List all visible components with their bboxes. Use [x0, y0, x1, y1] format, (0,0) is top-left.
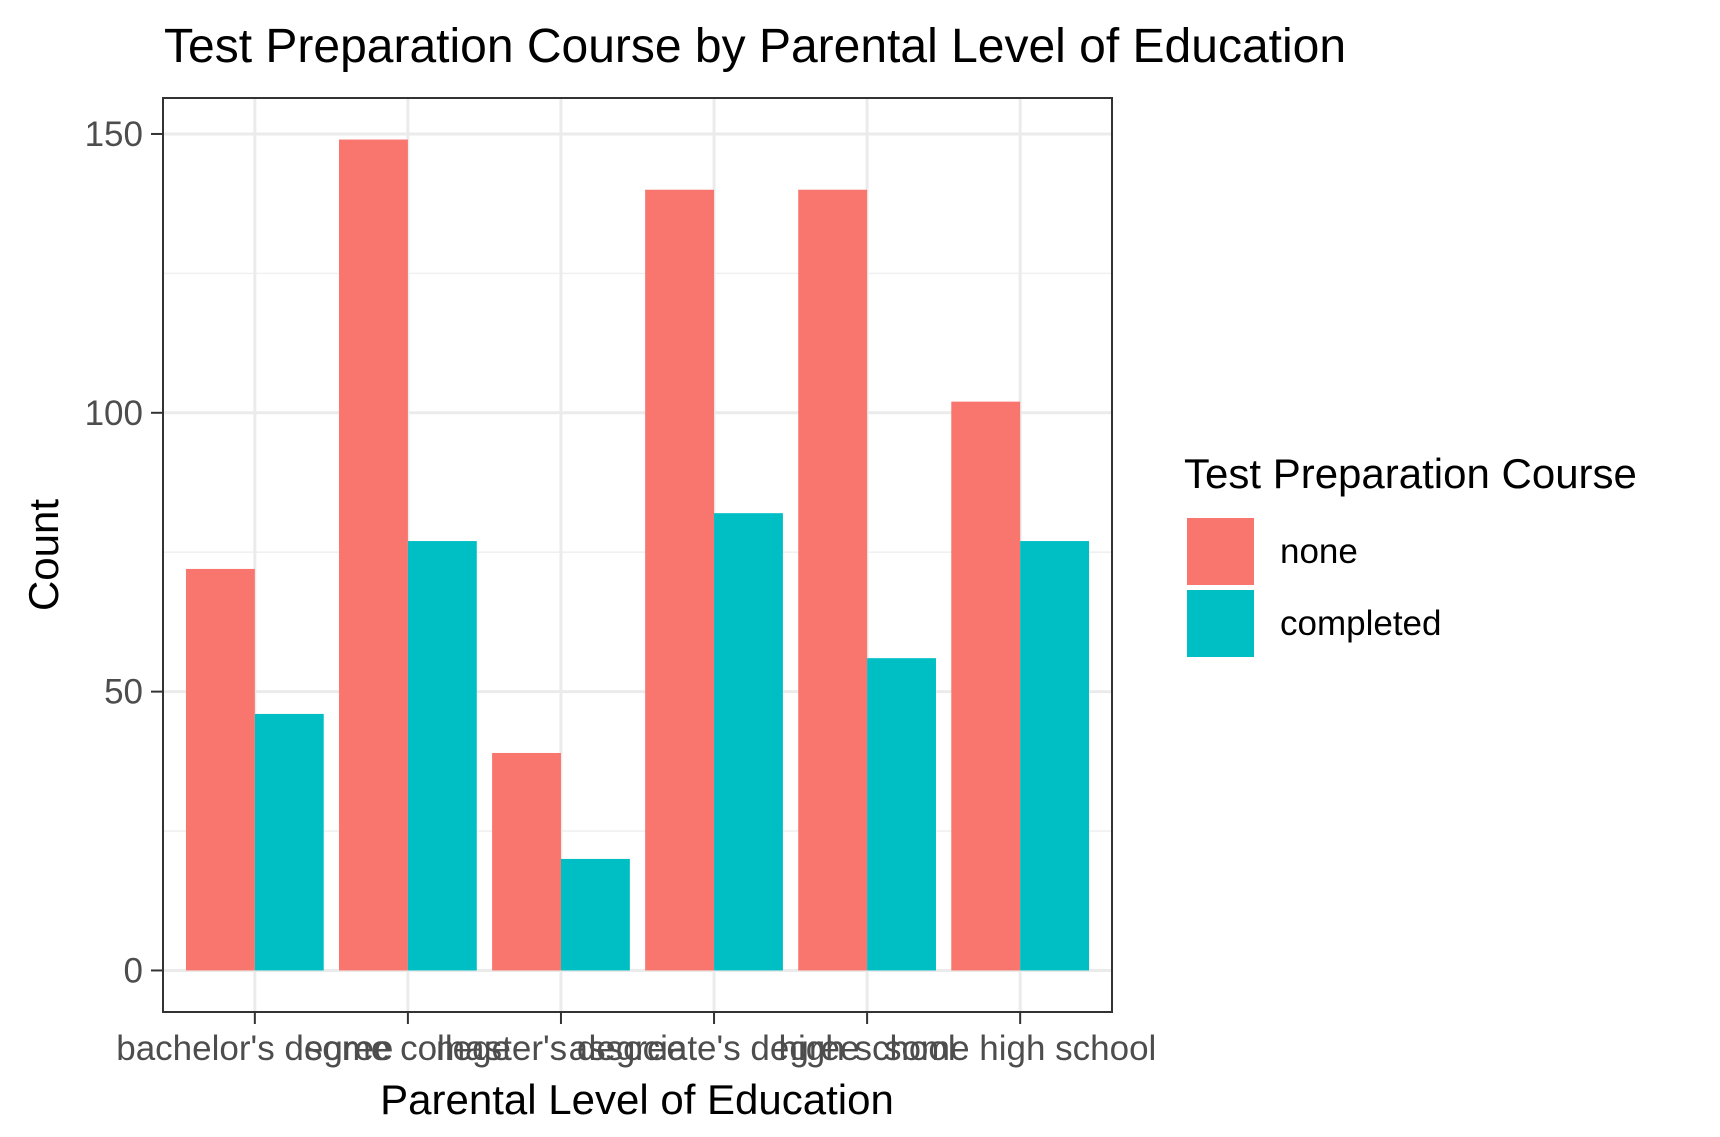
x-tick-label: associate's degree [569, 1029, 860, 1068]
legend-key-none [1187, 518, 1254, 585]
x-tick-label: high school [779, 1029, 956, 1068]
legend-items: none completed [1187, 518, 1441, 657]
x-tick-label: some high school [884, 1029, 1156, 1068]
y-tick-label: 0 [124, 951, 143, 990]
legend: Test Preparation Course none completed [1184, 450, 1637, 657]
bar-completed [867, 658, 936, 971]
legend-label-none: none [1280, 532, 1358, 571]
bar-none [951, 401, 1021, 971]
legend-key-completed [1187, 590, 1254, 657]
bars [185, 139, 1090, 971]
x-tick-label: master's degree [436, 1029, 686, 1068]
panel-border [162, 97, 1113, 1013]
chart-title: Test Preparation Course by Parental Leve… [164, 20, 1346, 73]
x-tick-label: bachelor's degree [116, 1029, 393, 1068]
bar-none [339, 139, 408, 971]
legend-label-completed: completed [1280, 604, 1441, 643]
y-tick-label: 100 [85, 394, 143, 433]
bar-completed [254, 713, 324, 971]
bar-completed [407, 541, 477, 971]
bar-none [645, 189, 715, 971]
bar-completed [1020, 541, 1090, 971]
bar-completed [560, 858, 630, 971]
bar-none [492, 752, 561, 971]
x-tick-label: some college [305, 1029, 511, 1068]
legend-title: Test Preparation Course [1184, 450, 1637, 497]
bar-none [798, 189, 868, 971]
y-tick-label: 150 [85, 115, 143, 154]
bar-none [185, 568, 255, 971]
x-axis-title: Parental Level of Education [380, 1076, 894, 1123]
bar-completed [714, 513, 783, 971]
y-axis-title: Count [20, 499, 67, 611]
y-tick-label: 50 [104, 673, 143, 712]
